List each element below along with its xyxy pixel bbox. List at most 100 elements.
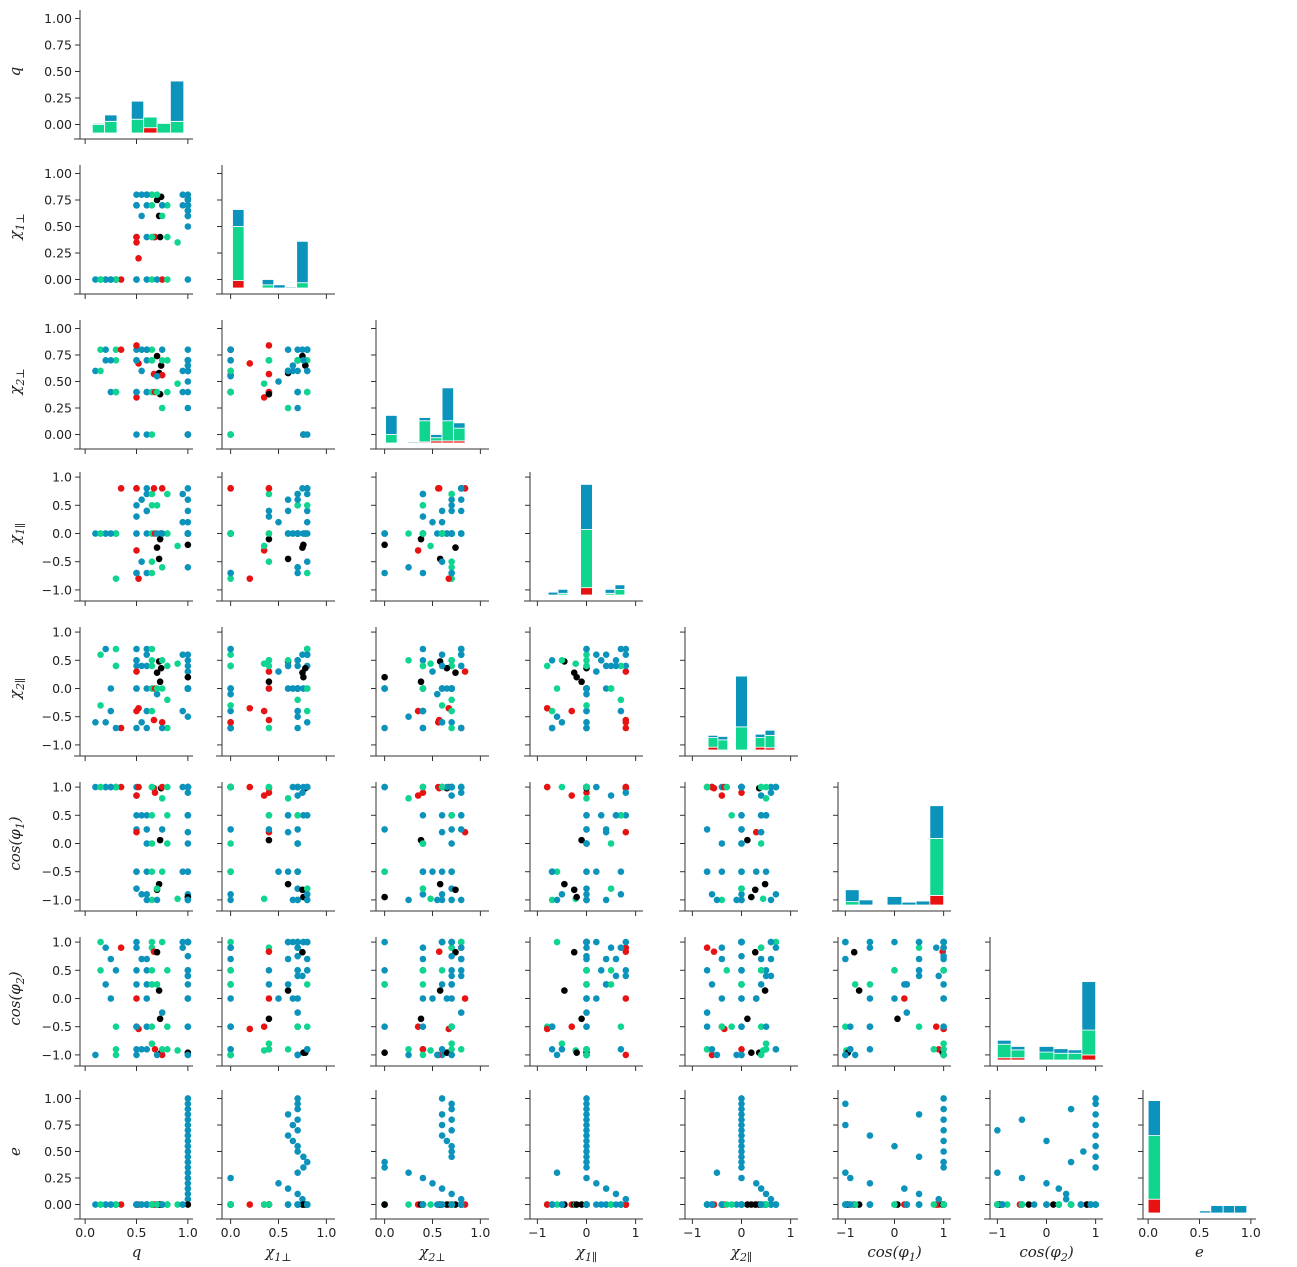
scatter-point-red — [414, 792, 422, 799]
scatter-point-blue — [448, 972, 455, 980]
label-sub: 1⊥ — [14, 213, 27, 230]
scatter-point-blue — [107, 955, 115, 963]
scatter-point-green — [227, 938, 234, 946]
scatter-point-green — [284, 656, 292, 664]
scatter-point-black — [156, 836, 164, 844]
scatter-point-red — [265, 342, 273, 349]
scatter-point-blue — [738, 811, 745, 819]
panel-chi2p-vs-chi2p — [370, 320, 489, 454]
scatter-point-blue — [738, 1111, 745, 1118]
y-axis-label-chi2p-text: χ2⊥ — [6, 368, 27, 395]
panel-cosphi1-vs-chi1p — [216, 782, 335, 916]
scatter-point-red — [133, 342, 140, 349]
scatter-point-blue — [738, 952, 745, 960]
scatter-point-green — [164, 276, 171, 283]
histogram-bar-blue — [407, 441, 420, 444]
scatter-point-green — [148, 1040, 156, 1047]
scatter-point-blue — [284, 507, 292, 515]
scatter-point-black — [561, 987, 568, 994]
scatter-point-black — [155, 555, 163, 563]
scatter-point-black — [436, 987, 444, 994]
scatter-point-red — [708, 783, 716, 791]
scatter-point-blue — [940, 1158, 947, 1166]
scatter-point-blue — [1092, 1142, 1099, 1150]
scatter-point-green — [718, 896, 726, 904]
histogram-bar-blue — [1234, 1205, 1248, 1214]
scatter-point-blue — [457, 1201, 465, 1208]
scatter-point-blue — [284, 662, 292, 670]
scatter-point-green — [617, 1023, 625, 1031]
scatter-point-green — [97, 346, 104, 353]
scatter-point-green — [930, 1045, 938, 1053]
scatter-point-green — [164, 966, 171, 974]
histogram-bar-blue — [901, 901, 917, 906]
scatter-point-blue — [448, 868, 455, 876]
scatter-point-green — [153, 981, 161, 988]
scatter-point-blue — [184, 811, 192, 819]
scatter-point-red — [135, 255, 142, 262]
scatter-point-green — [718, 1023, 726, 1031]
scatter-point-blue — [107, 1201, 115, 1208]
scatter-point-blue — [438, 662, 446, 670]
scatter-point-black — [284, 555, 292, 563]
scatter-point-blue — [303, 890, 311, 898]
scatter-point-blue — [940, 1148, 947, 1155]
scatter-point-green — [448, 811, 455, 819]
scatter-point-red — [133, 394, 140, 401]
scatter-point-blue — [143, 868, 151, 876]
scatter-point-black — [452, 669, 459, 677]
scatter-point-red — [117, 724, 125, 732]
scatter-point-blue — [419, 656, 427, 664]
scatter-point-green — [227, 840, 234, 847]
scatter-point-blue — [553, 1169, 561, 1177]
histogram-bar-red — [580, 587, 593, 596]
scatter-point-blue — [457, 530, 465, 537]
scatter-point-black — [748, 893, 755, 901]
scatter-point-green — [448, 1040, 455, 1047]
scatter-point-black — [744, 836, 751, 844]
scatter-point-green — [866, 981, 874, 988]
scatter-point-green — [153, 685, 161, 692]
scatter-point-green — [757, 783, 765, 791]
scatter-point-green — [303, 388, 311, 396]
scatter-point-blue — [583, 811, 590, 819]
scatter-point-blue — [179, 707, 187, 715]
scatter-point-green — [419, 662, 427, 670]
scatter-point-blue — [138, 496, 145, 503]
scatter-point-green — [148, 868, 156, 876]
scatter-point-green — [174, 380, 181, 387]
scatter-point-blue — [300, 1164, 307, 1171]
scatter-point-blue — [138, 811, 145, 819]
scatter-point-blue — [284, 868, 292, 876]
scatter-point-green — [738, 981, 745, 988]
scatter-point-green — [260, 895, 268, 903]
scatter-point-blue — [940, 1105, 947, 1113]
scatter-point-blue — [429, 668, 436, 675]
scatter-point-blue — [842, 938, 849, 946]
y-axis-label-q-text: q — [6, 67, 24, 77]
histogram-bar-red — [232, 280, 245, 289]
scatter-point-green — [148, 656, 156, 664]
scatter-point-blue — [294, 1126, 301, 1134]
scatter-point-blue — [143, 530, 151, 537]
scatter-point-green — [148, 276, 156, 283]
scatter-point-green — [164, 1045, 171, 1053]
scatter-point-blue — [448, 896, 455, 904]
scatter-point-blue — [184, 972, 192, 980]
scatter-point-green — [265, 356, 273, 364]
scatter-point-blue — [438, 719, 446, 726]
scatter-point-red — [133, 828, 140, 836]
scatter-point-blue — [143, 346, 151, 353]
scatter-point-green — [227, 966, 234, 974]
histogram-bar-blue — [604, 588, 616, 594]
panel-chi2p-vs-chi1p — [216, 320, 335, 454]
scatter-point-blue — [1018, 1174, 1026, 1182]
scatter-point-blue — [303, 367, 311, 375]
scatter-point-blue — [457, 645, 465, 653]
scatter-point-blue — [457, 507, 465, 515]
scatter-point-green — [303, 645, 311, 653]
label-part: χ — [730, 1243, 741, 1261]
scatter-point-blue — [184, 1169, 192, 1177]
scatter-point-blue — [738, 1105, 745, 1113]
scatter-point-blue — [284, 1132, 292, 1139]
